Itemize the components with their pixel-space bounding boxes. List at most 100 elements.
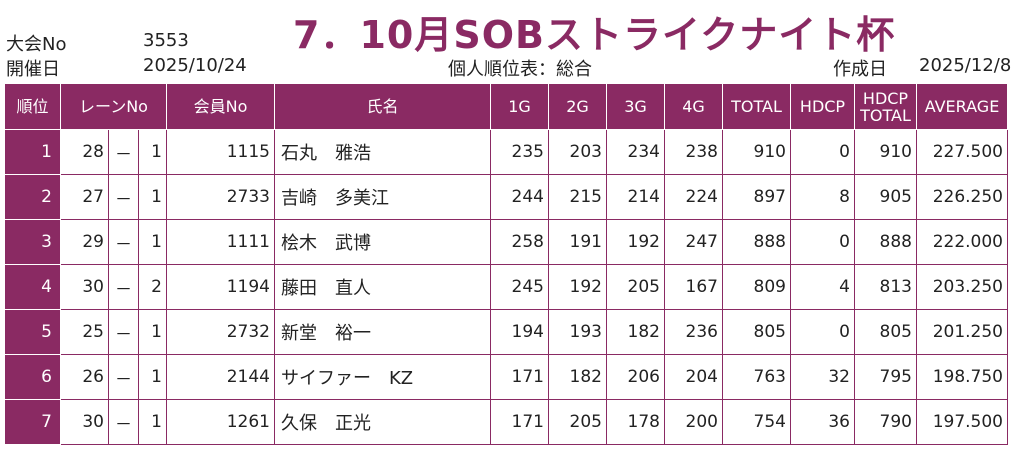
game4-cell: 247 — [664, 219, 723, 265]
table-row: 5 25 － 1 2732 新堂 裕一 194 193 182 236 805 … — [4, 309, 1008, 355]
hdcp-cell: 0 — [790, 219, 855, 265]
average-cell: 222.000 — [916, 219, 1008, 265]
table-row: 2 27 － 1 2733 吉崎 多美江 244 215 214 224 897… — [4, 174, 1008, 220]
lane-cell: 29 — [60, 219, 109, 265]
hdcp-total-cell: 910 — [854, 129, 917, 175]
game4-cell: 224 — [664, 174, 723, 220]
game1-cell: 245 — [490, 264, 549, 310]
created-label: 作成日 — [833, 59, 887, 80]
total-cell: 897 — [722, 174, 791, 220]
game1-cell: 258 — [490, 219, 549, 265]
member-cell: 2732 — [166, 309, 275, 355]
average-cell: 201.250 — [916, 309, 1008, 355]
member-cell: 1115 — [166, 129, 275, 175]
tournament-no: 3553 — [143, 30, 189, 51]
total-cell: 754 — [722, 399, 791, 445]
col-4g: 4G — [664, 83, 723, 130]
lane-dash: － — [108, 219, 139, 265]
game2-cell: 203 — [548, 129, 607, 175]
game2-cell: 205 — [548, 399, 607, 445]
game4-cell: 236 — [664, 309, 723, 355]
tournament-no-label: 大会No — [6, 34, 67, 55]
member-cell: 1111 — [166, 219, 275, 265]
name-cell: 桧木 武博 — [274, 219, 491, 265]
event-date: 2025/10/24 — [143, 55, 247, 76]
game2-cell: 192 — [548, 264, 607, 310]
game3-cell: 182 — [606, 309, 665, 355]
rank-cell: 4 — [4, 264, 61, 310]
game3-cell: 206 — [606, 354, 665, 400]
lane-cell: 28 — [60, 129, 109, 175]
lane-dash: － — [108, 174, 139, 220]
rank-cell: 1 — [4, 129, 61, 175]
seat-cell: 1 — [138, 219, 167, 265]
game3-cell: 178 — [606, 399, 665, 445]
rank-cell: 6 — [4, 354, 61, 400]
game4-cell: 200 — [664, 399, 723, 445]
average-cell: 226.250 — [916, 174, 1008, 220]
game2-cell: 182 — [548, 354, 607, 400]
game4-cell: 238 — [664, 129, 723, 175]
lane-cell: 25 — [60, 309, 109, 355]
table-row: 4 30 － 2 1194 藤田 直人 245 192 205 167 809 … — [4, 264, 1008, 310]
lane-cell: 27 — [60, 174, 109, 220]
table-row: 7 30 － 1 1261 久保 正光 171 205 178 200 754 … — [4, 399, 1008, 445]
rank-cell: 3 — [4, 219, 61, 265]
header-row: 順位 レーンNo 会員No 氏名 1G 2G 3G 4G TOTAL HDCP … — [4, 83, 1008, 130]
lane-dash: － — [108, 309, 139, 355]
game1-cell: 244 — [490, 174, 549, 220]
col-hdcp-total-line1: HDCP — [862, 88, 909, 108]
lane-cell: 30 — [60, 399, 109, 445]
col-name: 氏名 — [274, 83, 491, 130]
name-cell: サイファー KZ — [274, 354, 491, 400]
hdcp-total-cell: 905 — [854, 174, 917, 220]
col-lane: レーンNo — [60, 83, 167, 130]
lane-dash: － — [108, 354, 139, 400]
total-cell: 910 — [722, 129, 791, 175]
created-date: 2025/12/8 — [919, 55, 1012, 76]
hdcp-cell: 0 — [790, 309, 855, 355]
hdcp-total-cell: 795 — [854, 354, 917, 400]
name-cell: 藤田 直人 — [274, 264, 491, 310]
game1-cell: 194 — [490, 309, 549, 355]
col-total: TOTAL — [722, 83, 791, 130]
average-cell: 197.500 — [916, 399, 1008, 445]
game1-cell: 235 — [490, 129, 549, 175]
member-cell: 1194 — [166, 264, 275, 310]
game3-cell: 234 — [606, 129, 665, 175]
seat-cell: 1 — [138, 354, 167, 400]
col-hdcp-total-line2: TOTAL — [860, 105, 911, 125]
rank-cell: 7 — [4, 399, 61, 445]
game3-cell: 205 — [606, 264, 665, 310]
col-rank: 順位 — [4, 83, 61, 130]
col-1g: 1G — [490, 83, 549, 130]
hdcp-cell: 0 — [790, 129, 855, 175]
hdcp-cell: 8 — [790, 174, 855, 220]
col-hdcp-total: HDCP TOTAL — [854, 83, 917, 130]
hdcp-total-cell: 813 — [854, 264, 917, 310]
hdcp-total-cell: 790 — [854, 399, 917, 445]
col-average: AVERAGE — [916, 83, 1008, 130]
game3-cell: 192 — [606, 219, 665, 265]
total-cell: 888 — [722, 219, 791, 265]
seat-cell: 1 — [138, 129, 167, 175]
table-title: 個人順位表：総合 — [448, 59, 592, 80]
hdcp-cell: 36 — [790, 399, 855, 445]
lane-dash: － — [108, 129, 139, 175]
game1-cell: 171 — [490, 354, 549, 400]
standings-table: 順位 レーンNo 会員No 氏名 1G 2G 3G 4G TOTAL HDCP … — [4, 83, 1008, 445]
member-cell: 2733 — [166, 174, 275, 220]
average-cell: 203.250 — [916, 264, 1008, 310]
total-cell: 805 — [722, 309, 791, 355]
name-cell: 吉崎 多美江 — [274, 174, 491, 220]
hdcp-total-cell: 888 — [854, 219, 917, 265]
total-cell: 763 — [722, 354, 791, 400]
game2-cell: 193 — [548, 309, 607, 355]
col-hdcp: HDCP — [790, 83, 855, 130]
seat-cell: 1 — [138, 174, 167, 220]
total-cell: 809 — [722, 264, 791, 310]
col-3g: 3G — [606, 83, 665, 130]
game4-cell: 167 — [664, 264, 723, 310]
page-title: 7．10月SOBストライクナイト杯 — [293, 13, 896, 57]
game1-cell: 171 — [490, 399, 549, 445]
